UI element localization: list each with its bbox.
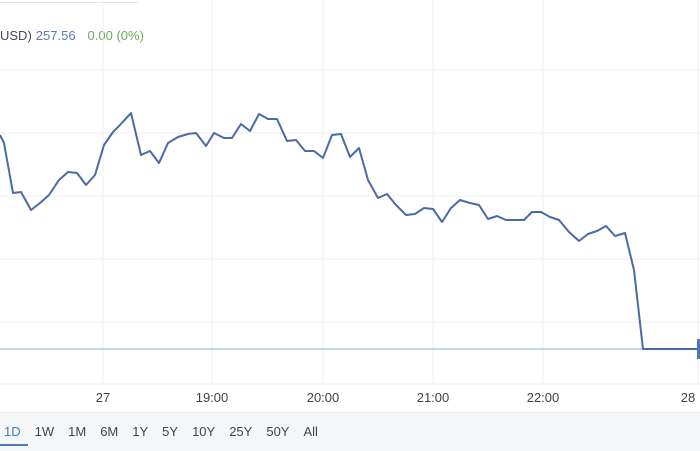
- price-change: 0.00 (0%): [87, 28, 144, 43]
- range-selector-bar: 1D 1W 1M 6M 1Y 5Y 10Y 25Y 50Y All: [0, 412, 700, 451]
- x-axis-label: 28: [680, 390, 696, 405]
- x-axis-label: 22:00: [526, 390, 560, 405]
- range-tab-10y[interactable]: 10Y: [192, 424, 216, 439]
- range-tab-all[interactable]: All: [303, 424, 318, 439]
- top-separator: [0, 2, 138, 3]
- quote-header: USD) 257.56 0.00 (0%): [0, 28, 144, 43]
- x-axis-label: 19:00: [195, 390, 229, 405]
- range-tab-6m[interactable]: 6M: [100, 424, 119, 439]
- price-line: [0, 112, 698, 350]
- range-tab-1d[interactable]: 1D: [0, 413, 28, 451]
- range-tab-5y[interactable]: 5Y: [162, 424, 179, 439]
- range-tab-25y[interactable]: 25Y: [229, 424, 253, 439]
- x-axis-label: 21:00: [416, 390, 450, 405]
- x-axis-labels: 27 19:00 20:00 21:00 22:00 28: [0, 390, 700, 408]
- range-tab-1w[interactable]: 1W: [34, 424, 55, 439]
- range-tabs: 1D 1W 1M 6M 1Y 5Y 10Y 25Y 50Y All: [0, 413, 325, 451]
- current-price: 257.56: [35, 28, 76, 43]
- x-axis-label: 20:00: [306, 390, 340, 405]
- range-tab-1y[interactable]: 1Y: [132, 424, 149, 439]
- range-tab-1m[interactable]: 1M: [68, 424, 87, 439]
- current-price-marker: [697, 339, 700, 359]
- symbol-label: USD): [0, 28, 32, 43]
- price-chart[interactable]: [0, 0, 700, 390]
- x-axis-label: 27: [95, 390, 111, 405]
- range-tab-50y[interactable]: 50Y: [266, 424, 290, 439]
- chart-grid: [0, 0, 700, 385]
